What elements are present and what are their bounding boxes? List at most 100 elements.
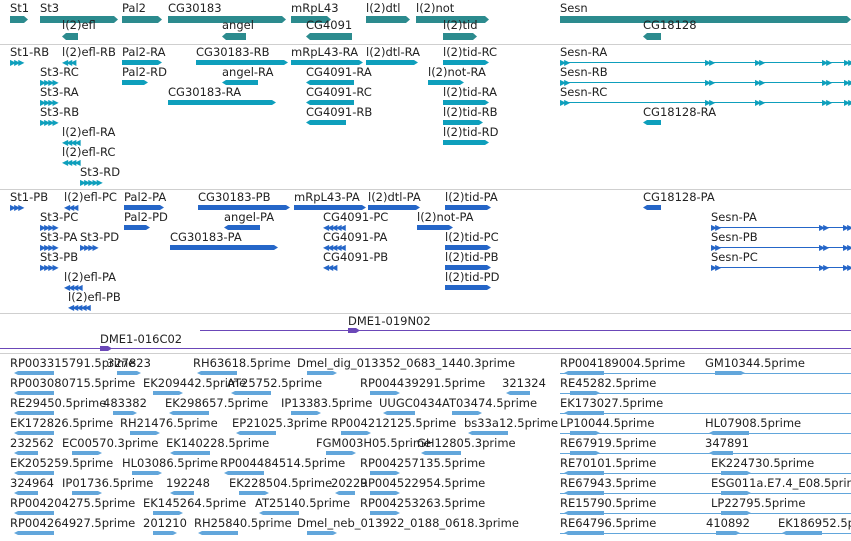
strand-arrows[interactable]: ▶▶ (822, 78, 832, 87)
feature-glyph[interactable] (14, 511, 54, 515)
protein-label-pal2-pd[interactable]: Pal2-PD (124, 210, 168, 224)
strand-arrows[interactable]: ▶▶ (711, 263, 721, 272)
gene-label-angel[interactable]: angel (222, 18, 254, 32)
feature-glyph[interactable] (307, 531, 337, 535)
est-label-rp004484514-5prime[interactable]: RP004484514.5prime (220, 456, 346, 470)
feature-glyph[interactable] (224, 471, 264, 475)
transcript-label-l-2-tid-ra[interactable]: l(2)tid-RA (443, 85, 498, 99)
feature-glyph[interactable] (14, 531, 54, 535)
est-label-ek228504-5prime[interactable]: EK228504.5prime (229, 476, 333, 490)
transcript-label-cg4091-rb[interactable]: CG4091-RB (306, 105, 373, 119)
est-label-20229[interactable]: 20229 (331, 476, 368, 490)
transcript-label-cg4091-ra[interactable]: CG4091-RA (306, 65, 372, 79)
protein-label-l-2-tid-pd[interactable]: l(2)tid-PD (445, 270, 500, 284)
feature-glyph[interactable] (40, 16, 118, 23)
feature-glyph[interactable] (421, 451, 461, 455)
protein-label-angel-pa[interactable]: angel-PA (224, 210, 275, 224)
protein-label-st3-pc[interactable]: St3-PC (40, 210, 79, 224)
feature-glyph[interactable] (443, 100, 489, 105)
feature-glyph[interactable] (122, 16, 162, 23)
feature-glyph[interactable] (124, 225, 150, 230)
est-label-dmel-neb-013922-0188-0618-3prime[interactable]: Dmel_neb_013922_0188_0618.3prime (297, 516, 519, 530)
gene-label-st1[interactable]: St1 (10, 1, 30, 15)
feature-glyph[interactable] (100, 346, 112, 351)
feature-glyph[interactable] (445, 265, 491, 270)
feature-glyph[interactable] (198, 205, 290, 210)
strand-arrows[interactable]: ▶▶▶▶ (40, 98, 59, 107)
transcript-label-sesn-rb[interactable]: Sesn-RB (560, 65, 608, 79)
feature-glyph[interactable] (370, 471, 400, 475)
strand-arrows[interactable]: ▶▶ (755, 78, 765, 87)
est-label-rh25840-5prime[interactable]: RH25840.5prime (194, 516, 292, 530)
strand-arrows[interactable]: ▶▶▶▶ (40, 118, 59, 127)
transcript-label-pal2-rd[interactable]: Pal2-RD (122, 65, 167, 79)
strand-arrows[interactable]: ▶▶▶▶ (40, 243, 59, 252)
feature-glyph[interactable] (306, 33, 352, 40)
feature-glyph[interactable] (14, 391, 54, 395)
transcript-label-st3-rc[interactable]: St3-RC (40, 65, 79, 79)
feature-glyph[interactable] (368, 205, 420, 210)
feature-glyph[interactable] (383, 411, 415, 415)
est-label-483382[interactable]: 483382 (103, 396, 147, 410)
strand-arrows[interactable]: ▶▶ (711, 243, 721, 252)
strand-arrows[interactable]: ▶▶ (705, 78, 715, 87)
feature-glyph[interactable] (506, 391, 530, 395)
est-label-ek298657-5prime[interactable]: EK298657.5prime (165, 396, 269, 410)
feature-glyph[interactable] (452, 411, 482, 415)
feature-glyph[interactable] (197, 371, 237, 375)
est-label-324964[interactable]: 324964 (10, 476, 54, 490)
feature-glyph[interactable] (443, 60, 489, 65)
est-label-rp004522954-5prime[interactable]: RP004522954.5prime (360, 476, 486, 490)
est-label-at03474-5prime[interactable]: AT03474.5prime (442, 396, 538, 410)
gene-label-l-2-dtl[interactable]: l(2)dtl (366, 1, 401, 15)
feature-glyph[interactable] (468, 431, 508, 435)
gene-label-l-2-efl[interactable]: l(2)efl (62, 18, 96, 32)
est-label-ek205259-5prime[interactable]: EK205259.5prime (10, 456, 114, 470)
strand-arrows[interactable]: ◀◀◀◀ (64, 283, 83, 292)
est-label-410892[interactable]: 410892 (706, 516, 750, 530)
est-label-uugc0434[interactable]: UUGC0434 (379, 396, 443, 410)
bac-label-dme1-019n02[interactable]: DME1-019N02 (348, 314, 431, 328)
feature-glyph[interactable] (291, 60, 363, 65)
est-label-re67919-5prime[interactable]: RE67919.5prime (560, 436, 657, 450)
gene-label-sesn[interactable]: Sesn (560, 1, 588, 15)
feature-glyph[interactable] (370, 391, 400, 395)
est-label-ep21025-3prime[interactable]: EP21025.3prime (232, 416, 328, 430)
protein-label-st3-pb[interactable]: St3-PB (40, 250, 79, 264)
gene-label-mrpl43[interactable]: mRpL43 (291, 1, 339, 15)
strand-arrows[interactable]: ▶▶ (560, 98, 570, 107)
feature-glyph[interactable] (443, 140, 489, 145)
gene-label-l-2-tid[interactable]: l(2)tid (443, 18, 478, 32)
est-label-re45282-5prime[interactable]: RE45282.5prime (560, 376, 657, 390)
feature-glyph[interactable] (14, 431, 54, 435)
strand-arrows[interactable]: ▶▶▶ (10, 58, 25, 67)
est-label-re67943-5prime[interactable]: RE67943.5prime (560, 476, 657, 490)
transcript-label-angel-ra[interactable]: angel-RA (222, 65, 274, 79)
feature-glyph[interactable] (326, 451, 356, 455)
strand-arrows[interactable]: ▶▶ (711, 223, 721, 232)
strand-arrows[interactable]: ◀◀◀◀ (62, 158, 81, 167)
feature-glyph[interactable] (14, 411, 54, 415)
transcript-label-cg4091-rc[interactable]: CG4091-RC (306, 85, 372, 99)
est-label-fgm003h05-5prime[interactable]: FGM003H05.5prime (316, 436, 432, 450)
est-label-gm10344-5prime[interactable]: GM10344.5prime (705, 356, 805, 370)
feature-glyph[interactable] (306, 80, 354, 85)
feature-glyph[interactable] (231, 391, 271, 395)
feature-glyph[interactable] (14, 451, 38, 455)
strand-arrows[interactable]: ▶▶ (844, 78, 851, 87)
feature-glyph[interactable] (443, 120, 483, 125)
est-label-lp22795-5prime[interactable]: LP22795.5prime (711, 496, 806, 510)
est-label-hl07908-5prime[interactable]: HL07908.5prime (705, 416, 802, 430)
est-label-re29450-5prime[interactable]: RE29450.5prime (10, 396, 107, 410)
protein-label-mrpl43-pa[interactable]: mRpL43-PA (294, 190, 360, 204)
strand-arrows[interactable]: ◀◀◀◀◀ (323, 243, 346, 252)
transcript-label-l-2-efl-rc[interactable]: l(2)efl-RC (62, 145, 116, 159)
transcript-label-cg30183-ra[interactable]: CG30183-RA (168, 85, 242, 99)
protein-label-sesn-pb[interactable]: Sesn-PB (711, 230, 758, 244)
est-label-ip01736-5prime[interactable]: IP01736.5prime (62, 476, 154, 490)
feature-glyph[interactable] (236, 431, 276, 435)
est-label-rp004212125-5prime[interactable]: RP004212125.5prime (331, 416, 457, 430)
feature-glyph[interactable] (14, 371, 54, 375)
protein-label-cg4091-pa[interactable]: CG4091-PA (323, 230, 388, 244)
feature-glyph[interactable] (153, 531, 177, 535)
